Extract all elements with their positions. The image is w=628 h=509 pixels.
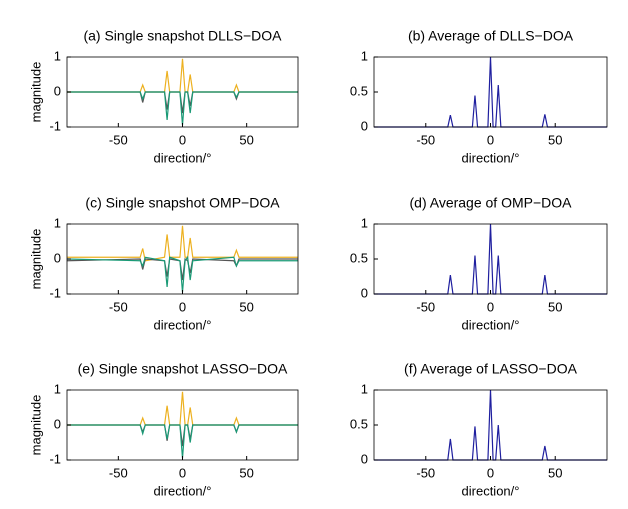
data-line: [66, 255, 298, 293]
data-line: [374, 56, 607, 128]
x-tick-label: -50: [416, 132, 435, 147]
x-tick-label: 50: [548, 465, 562, 480]
data-line: [374, 389, 607, 461]
x-tick-label: 50: [239, 299, 253, 314]
x-tick-label: 0: [179, 465, 186, 480]
data-line: [67, 391, 298, 426]
y-axis-label: magnitude: [28, 229, 43, 290]
data-line: [67, 225, 298, 262]
data-line: [66, 257, 298, 281]
panel-title: (a) Single snapshot DLLS−DOA: [83, 28, 282, 44]
data-line: [67, 58, 298, 93]
x-tick-label: 50: [548, 132, 562, 147]
y-tick-label: 0: [361, 451, 368, 466]
x-tick-label: 0: [179, 132, 186, 147]
x-axis-label: direction/°: [462, 483, 520, 498]
panel-title: (d) Average of OMP−DOA: [410, 195, 573, 211]
panel-title: (b) Average of DLLS−DOA: [408, 28, 574, 44]
x-tick-label: 0: [487, 465, 494, 480]
x-tick-label: 0: [487, 299, 494, 314]
y-tick-label: 0: [361, 285, 368, 300]
y-tick-label: -1: [49, 285, 61, 300]
y-tick-label: 0.5: [350, 83, 368, 98]
x-tick-label: 0: [487, 132, 494, 147]
y-tick-label: 0.5: [350, 250, 368, 265]
x-tick-label: -50: [416, 465, 435, 480]
y-tick-label: 1: [54, 215, 61, 230]
x-axis-label: direction/°: [154, 150, 212, 165]
y-tick-label: 1: [361, 215, 368, 230]
y-tick-label: 0: [361, 118, 368, 133]
y-tick-label: 0: [54, 83, 61, 98]
x-tick-label: -50: [109, 132, 128, 147]
x-axis-label: direction/°: [154, 483, 212, 498]
x-tick-label: 50: [239, 132, 253, 147]
data-line: [67, 424, 298, 447]
x-axis-label: direction/°: [462, 317, 520, 332]
y-tick-label: 0: [54, 250, 61, 265]
data-line: [374, 223, 607, 295]
y-axis-label: magnitude: [28, 62, 43, 123]
y-axis-label: magnitude: [28, 395, 43, 456]
y-tick-label: 1: [361, 48, 368, 63]
y-tick-label: -1: [49, 451, 61, 466]
panel-title: (c) Single snapshot OMP−DOA: [85, 195, 280, 211]
y-tick-label: 0: [54, 416, 61, 431]
y-tick-label: 0.5: [350, 416, 368, 431]
y-tick-label: 1: [54, 48, 61, 63]
y-tick-label: 1: [54, 381, 61, 396]
x-tick-label: 0: [179, 299, 186, 314]
y-tick-label: -1: [49, 118, 61, 133]
panel-title: (e) Single snapshot LASSO−DOA: [78, 361, 288, 377]
x-tick-label: 50: [239, 465, 253, 480]
data-line: [67, 91, 298, 114]
x-axis-label: direction/°: [462, 150, 520, 165]
panel-title: (f) Average of LASSO−DOA: [404, 361, 578, 377]
x-tick-label: -50: [109, 465, 128, 480]
x-tick-label: -50: [416, 299, 435, 314]
x-tick-label: -50: [109, 299, 128, 314]
x-tick-label: 50: [548, 299, 562, 314]
x-axis-label: direction/°: [154, 317, 212, 332]
y-tick-label: 1: [361, 381, 368, 396]
